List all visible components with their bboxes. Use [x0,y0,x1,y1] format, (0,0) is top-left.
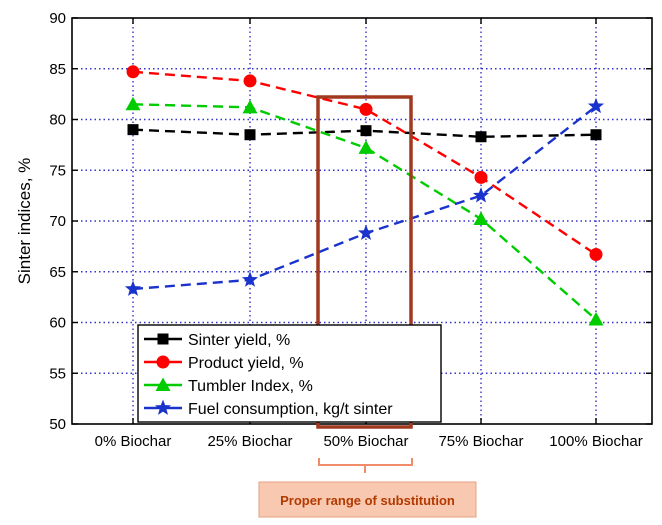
axes: 50 55 60 65 70 75 80 85 90 0% Biochar 25% Biochar 5… [15,10,653,450]
highlight-box [316,95,413,429]
data-point [588,311,604,326]
legend-label: Tumbler Index, % [188,378,313,395]
annotation-box [258,481,477,518]
data-point [243,74,257,88]
y-tick-label: 55 [49,365,66,382]
x-tick-label: 25% Biochar [207,433,292,450]
data-point [475,131,487,143]
series-group [127,124,602,143]
data-point [587,97,605,114]
data-point [360,125,372,137]
x-tick-label: 0% Biochar [95,433,172,450]
legend-label: Sinter yield, % [188,332,290,349]
y-tick-label: 90 [49,10,66,27]
series-line [132,70,597,256]
data-point [124,280,142,296]
y-tick-label: 50 [49,416,66,433]
data-point [125,96,141,111]
data-point [590,129,602,141]
data-point [589,247,603,261]
y-tick-label: 85 [49,61,66,78]
series [124,65,605,326]
data-point [473,211,489,225]
data-point [474,170,488,184]
y-tick-label: 80 [49,112,66,129]
data-point [357,224,375,241]
data-point [242,99,258,114]
y-tick-label: 65 [49,264,66,281]
annotation-text: Proper range of substitution [280,493,455,508]
x-tick-label: 100% Biochar [549,433,642,450]
range-brace [318,458,413,473]
legend-label: Product yield, % [188,355,304,372]
data-point [241,271,259,287]
x-tick-label: 75% Biochar [438,433,523,450]
annotation: Proper range of substitution [258,481,477,518]
data-point [472,187,490,203]
series-group [124,97,605,296]
x-tick-label: 50% Biochar [323,433,408,450]
legend-marker [155,377,171,391]
legend-marker [156,355,170,369]
legend-label: Fuel consumption, kg/t sinter [188,401,393,418]
data-point [244,129,256,141]
legend-marker [157,333,169,345]
data-point [358,140,374,154]
legend: Sinter yield, % Product yield, % Tumbler I… [137,324,442,423]
data-point [126,65,140,79]
series-group [126,65,603,261]
data-point [359,102,373,116]
legend-box [137,324,442,423]
data-point [127,124,139,136]
y-tick-label: 75 [49,162,66,179]
y-tick-label: 70 [49,213,66,230]
y-tick-label: 60 [49,315,66,332]
series-group [125,96,604,326]
y-axis-label: Sinter indices, % [15,158,34,285]
legend-marker [154,399,172,415]
range-brace-path [318,458,413,473]
